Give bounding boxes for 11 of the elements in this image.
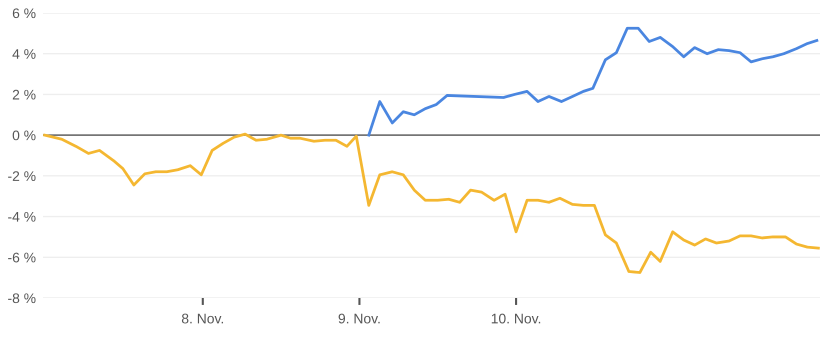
y-tick-label: 6 % bbox=[12, 8, 36, 18]
y-tick-label: -8 % bbox=[8, 293, 36, 304]
x-tick-label: 8. Nov. bbox=[182, 314, 224, 324]
y-tick-label: 2 % bbox=[12, 90, 36, 100]
y-tick-label: 0 % bbox=[12, 130, 36, 140]
y-tick-label: -2 % bbox=[8, 171, 36, 181]
x-tick-label: 10. Nov. bbox=[492, 314, 540, 324]
y-tick-label: 4 % bbox=[12, 49, 36, 59]
y-tick-label: -4 % bbox=[8, 212, 36, 222]
x-tick-label: 9. Nov. bbox=[338, 314, 380, 324]
y-tick-label: -6 % bbox=[8, 252, 36, 262]
